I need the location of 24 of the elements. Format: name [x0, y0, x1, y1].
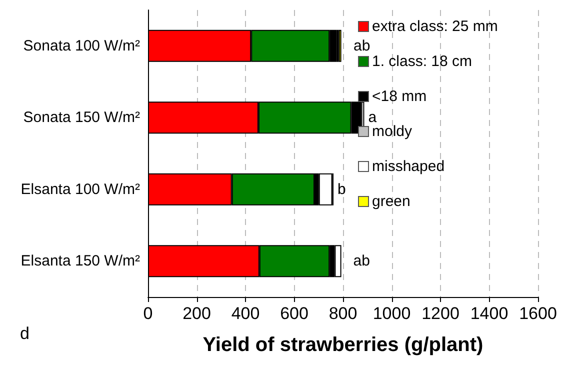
legend-label: 1. class: 18 cm [372, 52, 472, 70]
x-tick-label: 800 [328, 304, 358, 323]
bar [318, 173, 332, 206]
x-tick-label: 400 [231, 304, 260, 323]
y-tick-label: Sonata 100 W/m² [23, 37, 140, 54]
annotation: ab [353, 252, 370, 270]
legend-label: green [372, 192, 410, 210]
annotation: b [337, 180, 346, 198]
y-tick-label: Elsanta 100 W/m² [20, 180, 140, 198]
x-tick-label: 1400 [470, 304, 508, 323]
x-tick-label: 1600 [519, 304, 557, 323]
x-tick-label: 1000 [372, 304, 411, 323]
annotation: ab [354, 37, 370, 54]
legend-label: <18 mm [372, 88, 427, 104]
x-tick-label: 0 [143, 304, 153, 323]
x-tick-label: 600 [280, 304, 308, 323]
x-tick-label: 200 [182, 304, 211, 323]
x-tick-label: 1200 [422, 304, 460, 323]
x-axis-title: Yield of strawberries (g/plant) [202, 334, 484, 356]
legend-label: extra class: 25 mm [372, 18, 498, 34]
series-label: misshaped [372, 158, 445, 174]
y-tick-label: Sonata 150 W/m² [23, 109, 140, 126]
y-tick-label: Elsanta 150 W/m² [20, 252, 140, 270]
text: d [20, 324, 30, 343]
